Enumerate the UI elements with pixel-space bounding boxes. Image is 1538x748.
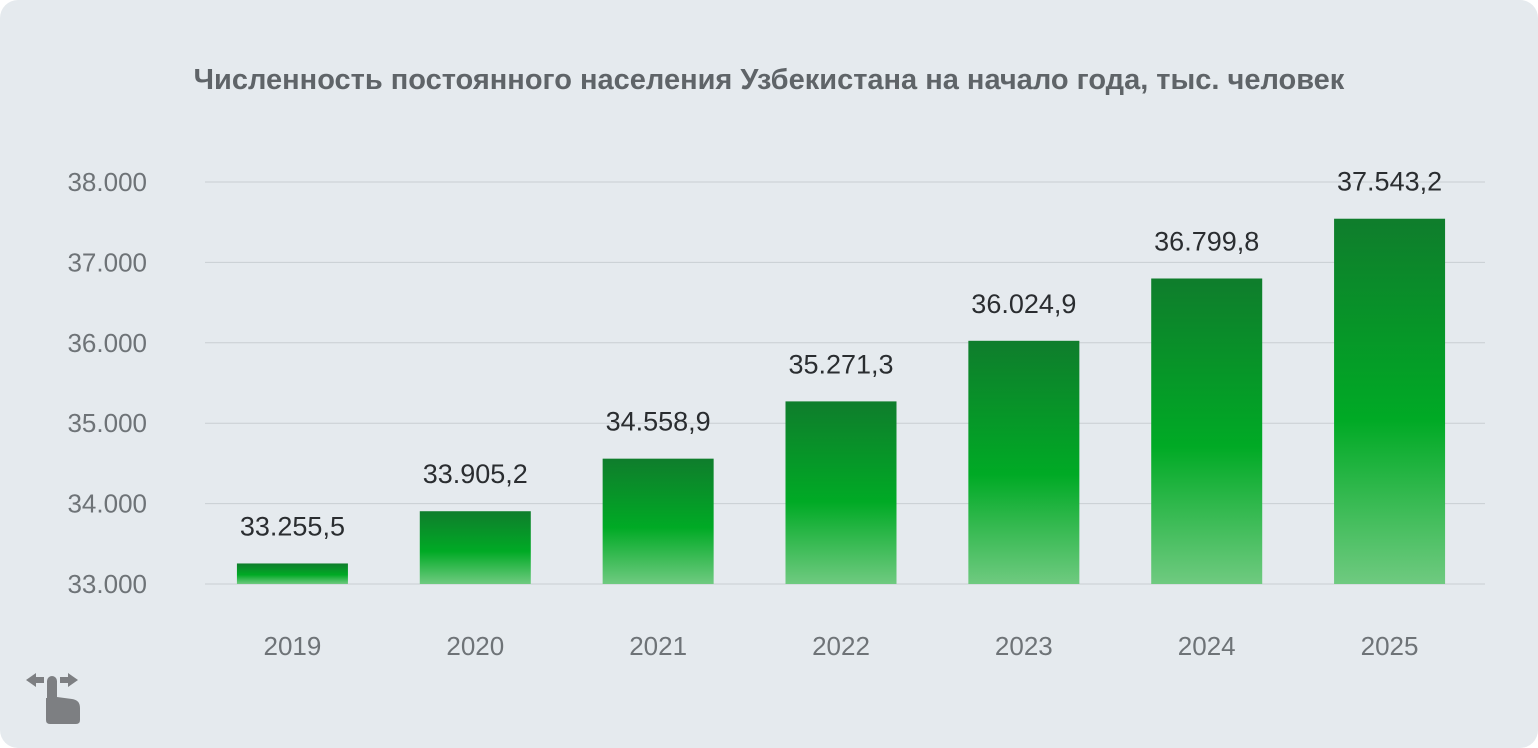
y-tick-label: 38.000 xyxy=(67,167,147,197)
bar-2024 xyxy=(1151,278,1263,584)
y-tick-label: 34.000 xyxy=(67,489,147,519)
x-axis: 2019 2020 2021 2022 2023 2024 2025 xyxy=(264,631,1419,661)
data-label-2021: 34.558,9 xyxy=(606,407,711,437)
x-tick-label-2019: 2019 xyxy=(264,631,322,661)
bar-2022 xyxy=(785,401,897,584)
y-axis: 33.000 34.000 35.000 36.000 37.000 38.000 xyxy=(67,167,147,599)
bar-2021 xyxy=(602,458,714,584)
bars xyxy=(236,218,1446,584)
bar-2020 xyxy=(419,511,531,584)
bar-2019 xyxy=(236,563,348,584)
x-tick-label-2025: 2025 xyxy=(1361,631,1419,661)
x-tick-label-2024: 2024 xyxy=(1178,631,1236,661)
y-tick-label: 33.000 xyxy=(67,569,147,599)
x-tick-label-2020: 2020 xyxy=(446,631,504,661)
data-label-2019: 33.255,5 xyxy=(240,511,345,541)
data-label-2020: 33.905,2 xyxy=(423,459,528,489)
bar-2025 xyxy=(1334,218,1446,584)
chart-title: Численность постоянного населения Узбеки… xyxy=(193,64,1345,96)
data-label-2025: 37.543,2 xyxy=(1337,167,1442,197)
x-tick-label-2022: 2022 xyxy=(812,631,870,661)
y-tick-label: 36.000 xyxy=(67,328,147,358)
bar-2023 xyxy=(968,340,1080,584)
x-tick-label-2023: 2023 xyxy=(995,631,1053,661)
data-label-2022: 35.271,3 xyxy=(788,349,893,379)
data-label-2023: 36.024,9 xyxy=(971,289,1076,319)
data-label-2024: 36.799,8 xyxy=(1154,226,1259,256)
swipe-hand-icon xyxy=(26,673,80,724)
y-tick-label: 35.000 xyxy=(67,408,147,438)
y-tick-label: 37.000 xyxy=(67,247,147,277)
x-tick-label-2021: 2021 xyxy=(629,631,687,661)
data-labels: 33.255,5 33.905,2 34.558,9 35.271,3 36.024,9… xyxy=(240,167,1442,542)
